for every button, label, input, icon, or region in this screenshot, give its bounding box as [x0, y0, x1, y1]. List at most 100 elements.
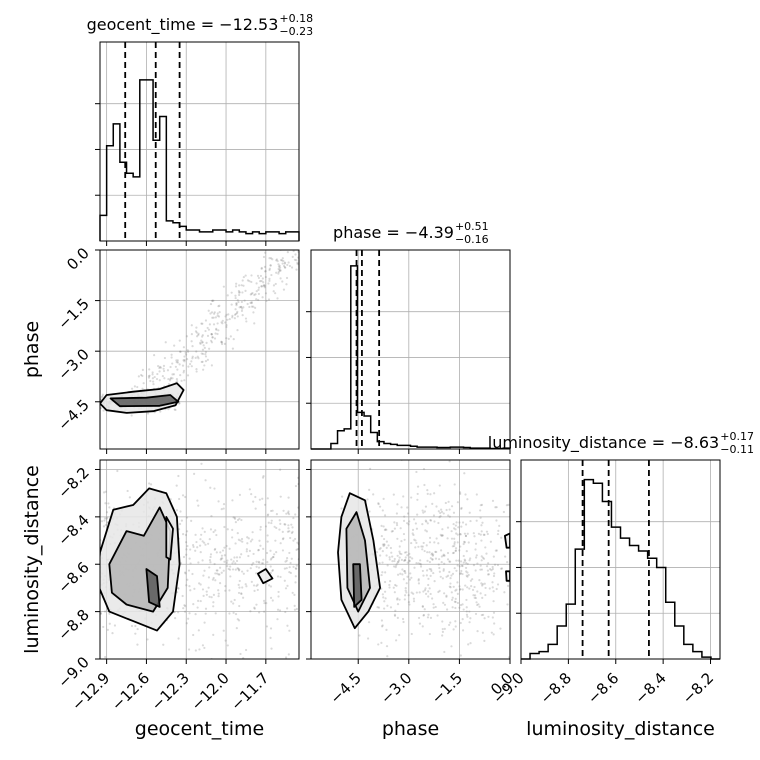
sample-point [394, 583, 397, 587]
sample-point [479, 564, 482, 567]
sample-point [223, 546, 226, 549]
sample-point [398, 556, 401, 559]
sample-point [380, 534, 383, 538]
sample-point [547, 596, 549, 598]
sample-point [220, 321, 223, 324]
sample-point [411, 557, 414, 560]
sample-point [178, 497, 181, 501]
sample-point [423, 608, 426, 611]
sample-point [468, 587, 471, 590]
sample-point [260, 285, 263, 288]
sample-point [257, 548, 260, 552]
sample-point [443, 562, 446, 565]
sample-point [278, 268, 281, 271]
sample-point [466, 571, 469, 574]
sample-point [183, 379, 186, 382]
sample-point [220, 557, 223, 560]
sample-point [380, 524, 383, 528]
sample-point [284, 560, 287, 563]
sample-point [411, 532, 414, 535]
y-tick-label: −8.4 [54, 511, 92, 549]
sample-point [512, 598, 514, 600]
sample-point [381, 624, 384, 627]
sample-point [392, 493, 395, 496]
sample-point [288, 530, 291, 533]
sample-point [234, 521, 237, 524]
sample-point [490, 631, 493, 634]
sample-point [294, 567, 297, 570]
sample-point [464, 493, 467, 496]
sample-point [416, 492, 419, 496]
sample-point [281, 538, 285, 541]
sample-point [237, 619, 241, 622]
sample-point [463, 541, 467, 544]
sample-point [416, 498, 419, 501]
sample-point [398, 634, 401, 637]
sample-point [445, 575, 448, 578]
sample-point [279, 495, 282, 498]
sample-point [472, 532, 475, 535]
sample-point [287, 510, 290, 513]
sample-point [464, 559, 467, 562]
sample-point [454, 524, 457, 527]
sample-point [156, 364, 160, 368]
sample-point [255, 584, 258, 587]
sample-point [474, 596, 478, 600]
sample-point [167, 377, 170, 381]
sample-point [216, 314, 219, 317]
sample-point [375, 551, 378, 554]
sample-point [224, 315, 227, 318]
sample-point [426, 489, 429, 492]
sample-point [292, 250, 295, 253]
sample-point [208, 323, 212, 326]
sample-point [456, 564, 459, 567]
panel-content [337, 428, 549, 659]
sample-point [404, 556, 407, 559]
sample-point [429, 493, 432, 496]
sample-point [399, 527, 402, 530]
sample-point [517, 579, 519, 581]
sample-point [301, 264, 303, 266]
sample-point [441, 634, 444, 637]
sample-point [433, 541, 436, 544]
sample-point [293, 608, 297, 611]
sample-point [443, 650, 446, 654]
sample-point [406, 512, 410, 515]
sample-point [257, 298, 260, 302]
sample-point [253, 659, 255, 661]
sample-point [404, 594, 407, 597]
sample-point [269, 264, 272, 267]
sample-point [249, 301, 252, 305]
sample-point [146, 638, 149, 641]
sample-point [252, 584, 256, 587]
sample-point [447, 514, 450, 517]
sample-point [272, 284, 276, 287]
sample-point [220, 508, 223, 511]
sample-point [269, 264, 272, 267]
sample-point [473, 428, 475, 430]
sample-point [265, 601, 268, 605]
sample-point [189, 562, 192, 565]
sample-point [506, 603, 509, 606]
sample-point [465, 606, 468, 609]
sample-point [429, 592, 432, 596]
sample-point [238, 284, 241, 287]
sample-point [196, 606, 199, 609]
sample-point [284, 587, 288, 590]
sample-point [485, 530, 489, 533]
sample-point [480, 559, 483, 562]
sample-point [268, 279, 271, 282]
sample-point [394, 566, 397, 569]
sample-point [276, 618, 279, 621]
sample-point [240, 518, 243, 522]
sample-point [262, 474, 265, 478]
sample-point [261, 497, 264, 500]
sample-point [305, 234, 307, 236]
sample-point [445, 595, 448, 598]
scatter-panel-luminosity_distance-vs-geocent_time: −12.9−12.6−12.3−12.0−11.7−9.0−8.8−8.6−8.… [54, 459, 300, 714]
sample-point [395, 523, 399, 527]
sample-point [286, 624, 289, 627]
sample-point [396, 597, 399, 600]
sample-point [151, 371, 154, 374]
sample-point [391, 560, 394, 563]
